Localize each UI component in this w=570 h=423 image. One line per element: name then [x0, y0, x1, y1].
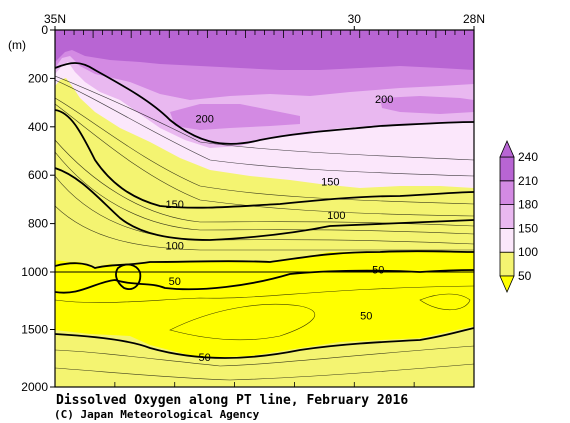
thin-contours — [55, 75, 474, 381]
contour-50-eddy — [115, 263, 142, 290]
colorbar-bottom-arrow — [499, 275, 515, 293]
colorbar-swatch — [499, 180, 515, 206]
field-deep-50-100 — [55, 326, 474, 387]
contour-label: 100 — [327, 210, 345, 222]
contour-label: 150 — [321, 176, 339, 188]
y-tick-label: 200 — [28, 71, 48, 85]
contour-100 — [55, 167, 474, 241]
field-inner-lobe-east — [380, 96, 474, 114]
x-axis: 35N 30 28N — [44, 12, 485, 387]
y-tick-label: 400 — [28, 120, 48, 134]
colorbar-swatch — [499, 156, 515, 182]
chart-credit: (C) Japan Meteorological Agency — [54, 408, 260, 421]
y-tick-label: 2000 — [21, 380, 48, 394]
contour-thin-1 — [55, 97, 474, 205]
contour-thin-7 — [55, 75, 474, 161]
colorbar-swatch — [499, 227, 515, 253]
contour-label: 200 — [195, 113, 213, 125]
contour-labels: 200 200 150 150 100 100 50 50 50 50 — [166, 94, 394, 364]
contour-label: 50 — [169, 276, 181, 288]
x-tick-label: 28N — [463, 12, 485, 26]
contour-50-upper — [55, 250, 474, 269]
contour-label: 50 — [372, 265, 384, 277]
y-axis: 0 200 400 600 800 1000 1500 2000 — [21, 23, 55, 394]
contour-label: 50 — [199, 352, 211, 364]
chart-title: Dissolved Oxygen along PT line, February… — [56, 393, 408, 408]
y-tick-label: 600 — [28, 168, 48, 182]
contour-thin-6 — [55, 205, 474, 251]
contour-label: 200 — [375, 94, 393, 106]
y-tick-label: 1500 — [21, 323, 48, 337]
colorbar-top-arrow — [499, 140, 515, 158]
contour-thin-2 — [55, 103, 474, 217]
colorbar-level-label: 240 — [518, 150, 538, 164]
contour-label: 100 — [166, 240, 184, 252]
field-above-240 — [55, 30, 474, 70]
contour-200 — [55, 62, 474, 145]
x-tick-label: 35N — [44, 12, 66, 26]
colorbar: 50 100 150 180 210 240 — [499, 140, 538, 293]
contour-thin-10 — [55, 345, 474, 367]
contour-50-lower — [55, 327, 474, 359]
contour-thin-13 — [419, 293, 471, 311]
x-tick-label: 30 — [348, 12, 362, 26]
station-ticks — [54, 30, 475, 38]
contour-thin-12 — [169, 304, 315, 341]
contour-thin-9 — [55, 285, 474, 303]
y-tick-label: 0 — [41, 23, 48, 37]
colorbar-level-label: 150 — [518, 221, 538, 235]
colorbar-level-label: 50 — [518, 269, 532, 283]
contour-label: 150 — [166, 199, 184, 211]
contour-thin-4 — [55, 151, 474, 235]
colorbar-level-label: 100 — [518, 245, 538, 259]
colorbar-swatch — [499, 251, 515, 277]
y-unit-label: (m) — [8, 38, 26, 52]
field-inner-lobe — [170, 104, 300, 130]
contour-thin-11 — [55, 363, 474, 381]
contour-150 — [55, 109, 474, 209]
colorbar-level-label: 180 — [518, 198, 538, 212]
y-tick-label: 1000 — [21, 265, 48, 279]
contour-thin-8 — [55, 79, 474, 177]
contour-thin-3 — [55, 139, 474, 227]
contour-label: 50 — [360, 311, 372, 323]
oxygen-section-field — [55, 30, 474, 387]
colorbar-swatch — [499, 204, 515, 229]
bold-contours — [55, 62, 474, 359]
y-tick-label: 800 — [28, 217, 48, 231]
colorbar-level-label: 210 — [518, 174, 538, 188]
